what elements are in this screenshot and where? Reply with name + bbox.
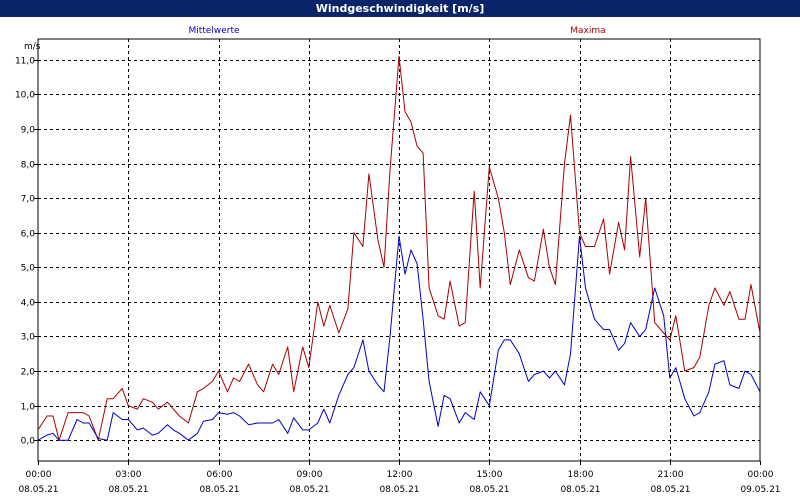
y-tick-label: 8,0 — [21, 161, 36, 171]
x-tick-label-time: 06:00 — [207, 470, 233, 480]
y-tick-label: 0,0 — [21, 437, 36, 447]
y-tick-label: 6,0 — [21, 230, 36, 240]
x-tick-label-time: 09:00 — [297, 470, 323, 480]
legend-mittelwerte: Mittelwerte — [188, 26, 239, 36]
y-tick-label: 4,0 — [21, 299, 36, 309]
y-tick-label: 2,0 — [21, 368, 36, 378]
x-tick-label-time: 03:00 — [116, 470, 142, 480]
y-tick-label: 7,0 — [21, 195, 36, 205]
x-tick-label-date: 08.05.21 — [379, 485, 419, 495]
x-tick-label-date: 08.05.21 — [18, 485, 58, 495]
x-tick-label-time: 00:00 — [26, 470, 52, 480]
x-tick-label-date: 08.05.21 — [650, 485, 690, 495]
x-tick-label-date: 08.05.21 — [560, 485, 600, 495]
y-tick-label: 11,0 — [15, 57, 35, 67]
y-tick-label: 9,0 — [21, 126, 36, 136]
x-tick-label-time: 12:00 — [387, 470, 413, 480]
x-tick-label-time: 18:00 — [568, 470, 594, 480]
axis-labels: 0,0 1,0 2,0 3,0 4,0 5,0 6,0 7,0 8,0 9,0 10,0 11,0 00… — [15, 57, 781, 496]
x-tick-label-date: 09.05.21 — [740, 485, 780, 495]
x-tick-label-date: 08.05.21 — [469, 485, 509, 495]
legend-maxima: Maxima — [570, 26, 605, 36]
series-line-maxima — [37, 55, 761, 441]
x-tick-label-time: 00:00 — [748, 470, 774, 480]
y-tick-label: 5,0 — [21, 264, 36, 274]
y-axis-label: m/s — [24, 42, 41, 52]
x-tick-label-time: 21:00 — [658, 470, 684, 480]
y-tick-label: 10,0 — [15, 91, 35, 101]
x-tick-label-date: 08.05.21 — [289, 485, 329, 495]
x-tick-label-date: 08.05.21 — [108, 485, 148, 495]
y-tick-label: 3,0 — [21, 333, 36, 343]
x-tick-label-date: 08.05.21 — [199, 485, 239, 495]
y-tick-label: 1,0 — [21, 403, 36, 413]
chart-title: Windgeschwindigkeit [m/s] — [0, 0, 800, 17]
series-line-mittelwerte — [37, 235, 761, 441]
grid-lines — [38, 39, 760, 461]
x-tick-label-time: 15:00 — [477, 470, 503, 480]
series-layer — [37, 55, 761, 441]
